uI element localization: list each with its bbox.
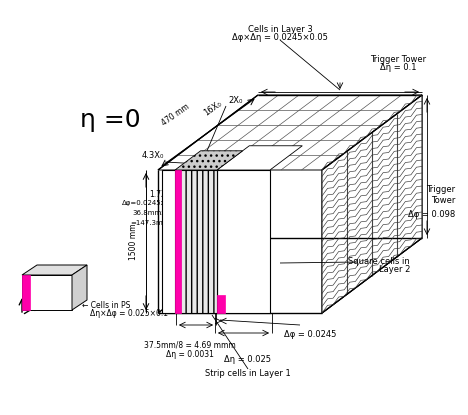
Text: =147.3mm: =147.3mm — [131, 220, 170, 226]
Text: 1500 mm: 1500 mm — [129, 223, 138, 260]
Polygon shape — [22, 265, 87, 275]
Polygon shape — [162, 170, 175, 313]
Text: 4.3X₀: 4.3X₀ — [142, 151, 164, 160]
Text: 1.7X₀: 1.7X₀ — [150, 190, 170, 199]
Text: Strip cells in Layer 1: Strip cells in Layer 1 — [205, 369, 291, 378]
Polygon shape — [22, 275, 72, 310]
Polygon shape — [22, 275, 30, 310]
Text: 2X₀: 2X₀ — [229, 96, 243, 105]
Text: Δφ×Δη = 0.0245×0.05: Δφ×Δη = 0.0245×0.05 — [232, 33, 328, 42]
Text: Δη = 0.0031: Δη = 0.0031 — [166, 350, 214, 359]
Polygon shape — [322, 95, 422, 313]
Polygon shape — [175, 151, 242, 170]
Text: Δη = 0.1: Δη = 0.1 — [380, 63, 416, 72]
Text: Δφ = 0.098: Δφ = 0.098 — [408, 210, 455, 220]
Text: Layer 2: Layer 2 — [379, 265, 410, 274]
Polygon shape — [217, 146, 302, 170]
Text: 37.5mm/8 = 4.69 mmm: 37.5mm/8 = 4.69 mmm — [144, 341, 236, 350]
Text: 470 mm: 470 mm — [161, 103, 191, 128]
Text: Trigger
Tower: Trigger Tower — [426, 186, 455, 205]
Text: 36.8mmx4: 36.8mmx4 — [132, 210, 170, 216]
Text: Cells in Layer 3: Cells in Layer 3 — [248, 25, 312, 34]
Polygon shape — [217, 295, 225, 313]
Text: Trigger Tower: Trigger Tower — [370, 55, 426, 64]
Text: η =0: η =0 — [80, 108, 140, 132]
Text: Square cells in: Square cells in — [348, 257, 410, 266]
Polygon shape — [175, 170, 217, 313]
Text: 16X₀: 16X₀ — [202, 99, 224, 118]
Text: Δη = 0.025: Δη = 0.025 — [225, 355, 271, 364]
Text: Δη×Δφ = 0.025×0.1: Δη×Δφ = 0.025×0.1 — [90, 308, 168, 317]
Polygon shape — [217, 170, 270, 313]
Polygon shape — [175, 170, 181, 313]
Text: Δφ = 0.0245: Δφ = 0.0245 — [284, 330, 336, 339]
Polygon shape — [72, 265, 87, 310]
Polygon shape — [322, 95, 422, 313]
Text: Δφ=0.0245x4: Δφ=0.0245x4 — [122, 200, 170, 206]
Polygon shape — [158, 95, 422, 170]
Text: ← Cells in PS: ← Cells in PS — [82, 300, 131, 310]
